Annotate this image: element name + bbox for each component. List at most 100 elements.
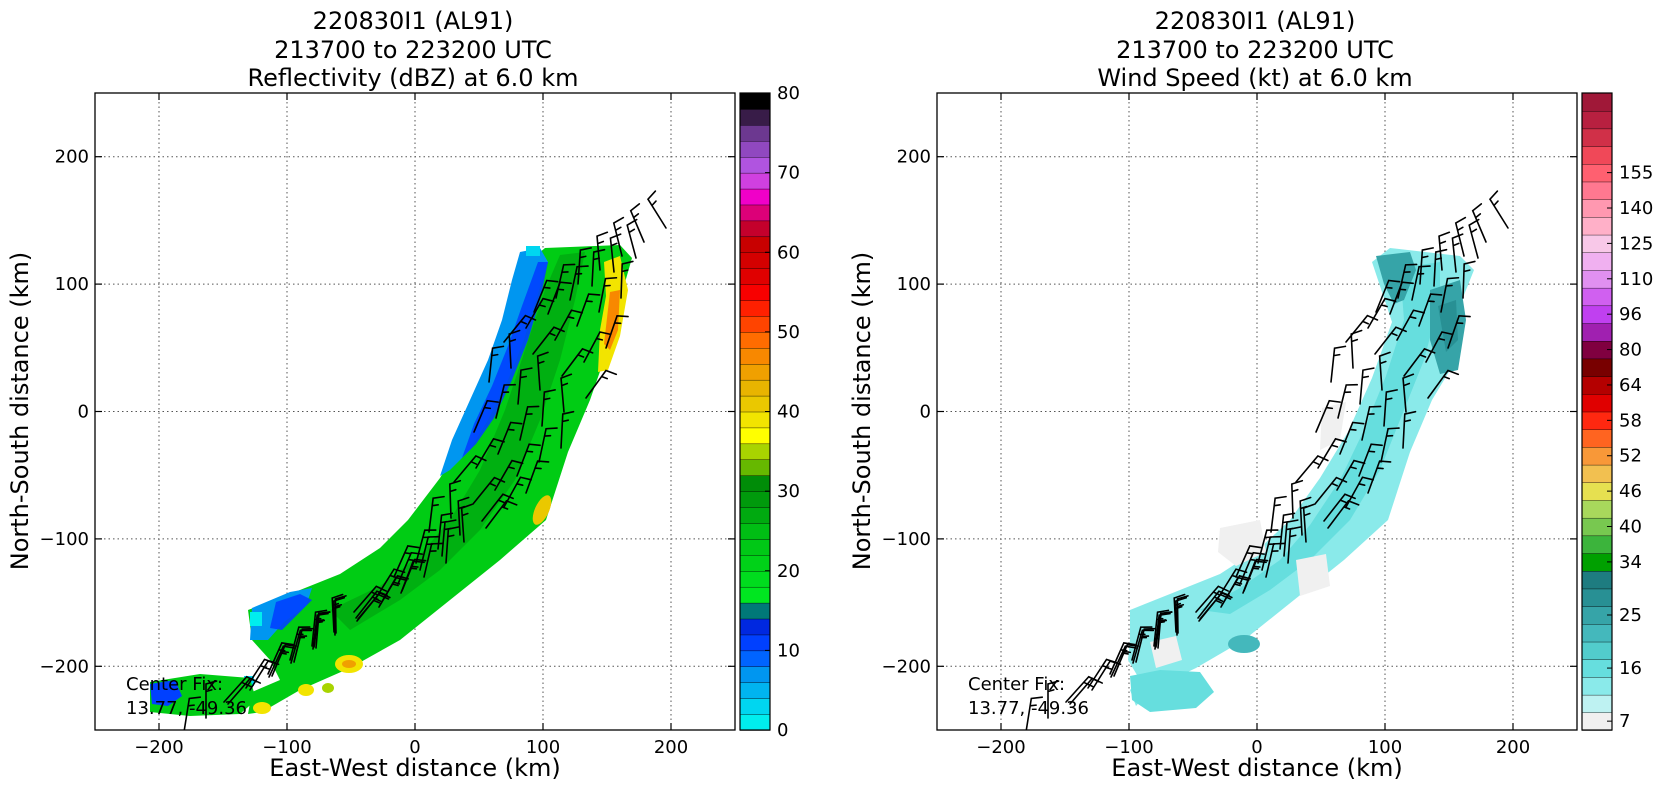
wind-colorbar-label-5: 46 <box>1619 481 1642 502</box>
reflectivity-wind-barb-35 <box>560 410 575 449</box>
wind-colorbar-label-14: 155 <box>1619 163 1653 184</box>
wind-x-tick-label-0: −200 <box>976 737 1025 758</box>
reflectivity-colorbar: 0 10 20 30 40 50 60 70 80 <box>739 83 800 741</box>
reflectivity-title-line-1: 220830I1 (AL91) <box>313 7 514 35</box>
wind-y-tick-label-3: 100 <box>897 274 931 295</box>
reflectivity-wind-barb-61 <box>334 595 347 634</box>
reflectivity-colorbar-level-4 <box>739 650 771 667</box>
reflectivity-colorbar-label-6: 60 <box>777 242 800 263</box>
wind-colorbar-label-8: 64 <box>1619 375 1642 396</box>
wind-wind-barb-35 <box>1402 410 1417 449</box>
wind-gray-patch-2 <box>1218 520 1266 566</box>
reflectivity-wind-barb-28 <box>585 369 618 399</box>
reflectivity-wind-barb-81 <box>227 677 262 705</box>
wind-wind-barb-28 <box>1427 369 1460 399</box>
wind-title-line-3: Wind Speed (kt) at 6.0 km <box>1097 64 1412 92</box>
reflectivity-wind-barb-18 <box>532 326 565 355</box>
reflectivity-wind-barb-67 <box>312 612 329 650</box>
reflectivity-swath-green <box>248 245 632 714</box>
reflectivity-title-line-2: 213700 to 223200 UTC <box>274 36 552 64</box>
wind-wind-barb-40 <box>1290 479 1304 519</box>
reflectivity-colorbar-level-37 <box>739 124 771 142</box>
reflectivity-wind-barb-70 <box>355 590 388 619</box>
reflectivity-wind-barb-19 <box>508 329 521 369</box>
reflectivity-wind-barb-37 <box>516 443 541 477</box>
reflectivity-wind-barb-20 <box>488 345 505 383</box>
wind-colorbar-label-3: 34 <box>1619 552 1642 573</box>
wind-wind-barb-77 <box>1157 611 1173 649</box>
reflectivity-colorbar-level-33 <box>739 188 771 206</box>
wind-colorbar-level-30 <box>1581 181 1613 200</box>
reflectivity-wind-barbs <box>183 190 667 730</box>
reflectivity-wind-barb-82 <box>205 680 218 719</box>
wind-axis-ticks: −200 −100 0 100 200 −200 −100 0 100 200 <box>882 93 1577 758</box>
reflectivity-colorbar-level-14 <box>739 490 771 508</box>
wind-wind-barb-44 <box>1323 493 1356 522</box>
reflectivity-wind-barb-56 <box>445 526 460 564</box>
reflectivity-colorbar-level-15 <box>739 475 771 492</box>
wind-wind-barb-6 <box>1375 279 1401 313</box>
reflectivity-colorbar-level-27 <box>739 283 771 301</box>
wind-colorbar-level-16 <box>1581 428 1613 448</box>
wind-east-core-darker <box>1438 300 1458 352</box>
reflectivity-colorbar-level-5 <box>739 634 771 652</box>
reflectivity-wind-barb-27 <box>473 399 499 433</box>
wind-wind-barbs <box>1025 190 1509 730</box>
wind-y-axis-label: North-South distance (km) <box>848 252 876 571</box>
reflectivity-wind-barb-14 <box>620 260 634 299</box>
wind-wind-barb-4 <box>1419 247 1434 285</box>
reflectivity-colorbar-level-39 <box>739 92 771 110</box>
reflectivity-colorbar-label-2: 20 <box>777 561 800 582</box>
reflectivity-wind-barb-53 <box>397 551 423 585</box>
wind-colorbar-level-1 <box>1581 694 1613 714</box>
reflectivity-colorbar-level-11 <box>739 538 771 556</box>
wind-colorbar-level-20 <box>1581 358 1613 377</box>
reflectivity-cyan-patch-1 <box>250 612 262 626</box>
reflectivity-wind-barb-83 <box>183 696 202 730</box>
wind-wind-barb-30 <box>1383 389 1398 427</box>
wind-wind-barb-83 <box>1025 696 1044 730</box>
wind-wind-barb-19 <box>1350 329 1363 369</box>
reflectivity-cell-yellow-4 <box>253 702 271 714</box>
reflectivity-x-tick-label-1: −100 <box>262 737 311 758</box>
wind-wind-barb-74 <box>1109 642 1136 675</box>
reflectivity-wind-barb-24 <box>536 351 549 391</box>
reflectivity-colorbar-level-29 <box>739 252 771 269</box>
reflectivity-wind-barb-30 <box>541 389 556 427</box>
reflectivity-colorbar-level-28 <box>739 267 771 285</box>
wind-wind-barb-73 <box>1131 626 1153 661</box>
reflectivity-colorbar-level-8 <box>739 586 771 604</box>
wind-wind-barb-11 <box>1389 281 1414 315</box>
reflectivity-wind-barb-15 <box>598 276 618 313</box>
reflectivity-colorbar-level-17 <box>739 443 771 460</box>
reflectivity-colorbar-level-19 <box>739 411 771 429</box>
reflectivity-wind-barb-25 <box>517 367 533 405</box>
reflectivity-x-tick-label-4: 200 <box>654 737 688 758</box>
reflectivity-wind-barb-1 <box>629 203 645 243</box>
reflectivity-axis-ticks: −200 −100 0 100 200 −200 −100 0 100 200 <box>40 93 735 758</box>
reflectivity-x-axis-label: East-West distance (km) <box>269 754 560 782</box>
reflectivity-wind-barb-74 <box>267 642 294 675</box>
wind-colorbar-level-34 <box>1581 110 1613 130</box>
wind-colorbar-label-9: 80 <box>1619 340 1642 361</box>
wind-wind-barb-31 <box>1361 405 1382 441</box>
reflectivity-wind-barb-66 <box>332 596 346 636</box>
reflectivity-colorbar-level-2 <box>739 682 771 699</box>
reflectivity-center-fix-label: Center Fix: <box>126 674 223 695</box>
wind-colorbar-level-8 <box>1581 570 1613 590</box>
reflectivity-colorbar-label-7: 70 <box>777 163 800 184</box>
reflectivity-wind-barb-44 <box>481 493 514 522</box>
wind-colorbar-label-4: 40 <box>1619 517 1642 538</box>
wind-wind-barb-50 <box>1302 503 1315 543</box>
reflectivity-edge-blue-north <box>440 248 548 476</box>
wind-colorbar-label-7: 58 <box>1619 410 1642 431</box>
wind-colorbar-level-7 <box>1581 588 1613 607</box>
reflectivity-colorbar-label-4: 40 <box>777 402 800 423</box>
wind-title-line-2: 213700 to 223200 UTC <box>1116 36 1394 64</box>
wind-wind-barb-8 <box>1451 233 1464 273</box>
reflectivity-cell-yellow-1 <box>532 495 552 525</box>
reflectivity-colorbar-level-22 <box>739 363 771 381</box>
wind-southwest-fragment <box>1130 670 1214 712</box>
wind-wind-barb-66 <box>1174 596 1188 636</box>
